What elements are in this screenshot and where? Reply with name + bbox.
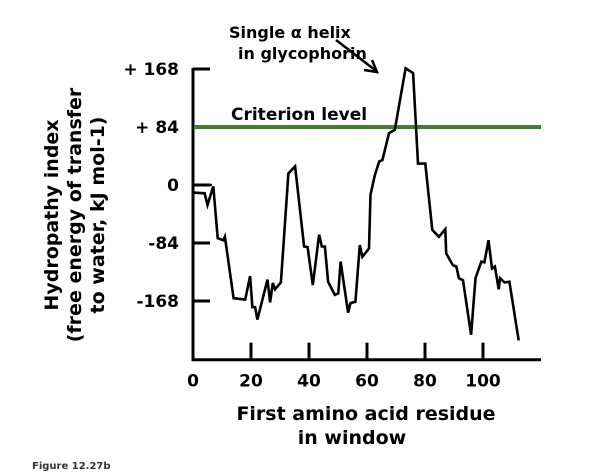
- y-tick-label: + 168: [123, 60, 179, 80]
- x-tick-label: 0: [187, 372, 199, 392]
- axes: + 168 + 84 0 -84 -168 0 20 40 60 80 100: [123, 60, 541, 392]
- y-tick-label: 0: [167, 176, 179, 196]
- y-tick-label: -84: [148, 234, 179, 254]
- y-tick-label: -168: [136, 292, 179, 312]
- y-axis-label-line-3: to water, kJ mol-1): [87, 117, 109, 314]
- y-axis-label-line-2: (free energy of transfer: [64, 87, 86, 342]
- annotation-line-2: in glycophorin: [238, 44, 367, 63]
- x-tick-label: 80: [413, 372, 437, 392]
- y-axis-label: Hydropathy index (free energy of transfe…: [41, 87, 109, 342]
- y-tick-label: + 84: [135, 118, 179, 138]
- series-line: [192, 66, 520, 341]
- figure-caption: Figure 12.27b: [32, 461, 111, 472]
- annotation-line-1: Single α helix: [229, 23, 352, 42]
- x-tick-label: 40: [297, 372, 321, 392]
- annotation-arrow: [335, 39, 380, 74]
- x-axis-label-line-1: First amino acid residue: [236, 403, 495, 425]
- criterion-label: Criterion level: [231, 105, 367, 125]
- x-tick-label: 100: [465, 372, 501, 392]
- x-tick-label: 60: [355, 372, 379, 392]
- y-axis-label-line-1: Hydropathy index: [41, 119, 63, 310]
- x-axis-label-line-2: in window: [298, 427, 406, 449]
- x-tick-label: 20: [239, 372, 263, 392]
